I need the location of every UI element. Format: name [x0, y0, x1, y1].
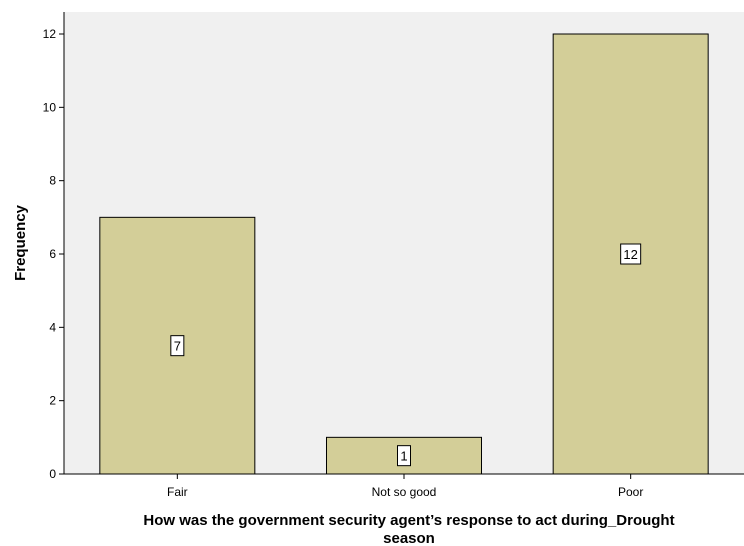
- y-tick-label: 10: [43, 100, 57, 114]
- data-label-box: [620, 243, 642, 265]
- y-tick-label: 4: [49, 320, 56, 334]
- y-axis-title: Frequency: [12, 204, 29, 281]
- y-tick-label: 0: [49, 467, 56, 481]
- y-tick-label: 6: [49, 247, 56, 261]
- x-axis-title-line-2: season: [383, 530, 435, 546]
- data-label: 12: [623, 247, 637, 262]
- x-axis-title-line-1: How was the government security agent’s …: [143, 512, 674, 529]
- y-tick-label: 12: [43, 27, 57, 41]
- data-label-box: [397, 445, 411, 467]
- y-tick-label: 2: [49, 394, 56, 408]
- x-tick-label: Fair: [167, 485, 188, 499]
- x-tick-label: Not so good: [372, 485, 437, 499]
- y-tick-label: 8: [49, 174, 56, 188]
- data-label-box: [170, 335, 185, 357]
- data-label: 1: [400, 449, 407, 464]
- x-tick-label: Poor: [618, 485, 643, 499]
- data-label: 7: [174, 339, 181, 354]
